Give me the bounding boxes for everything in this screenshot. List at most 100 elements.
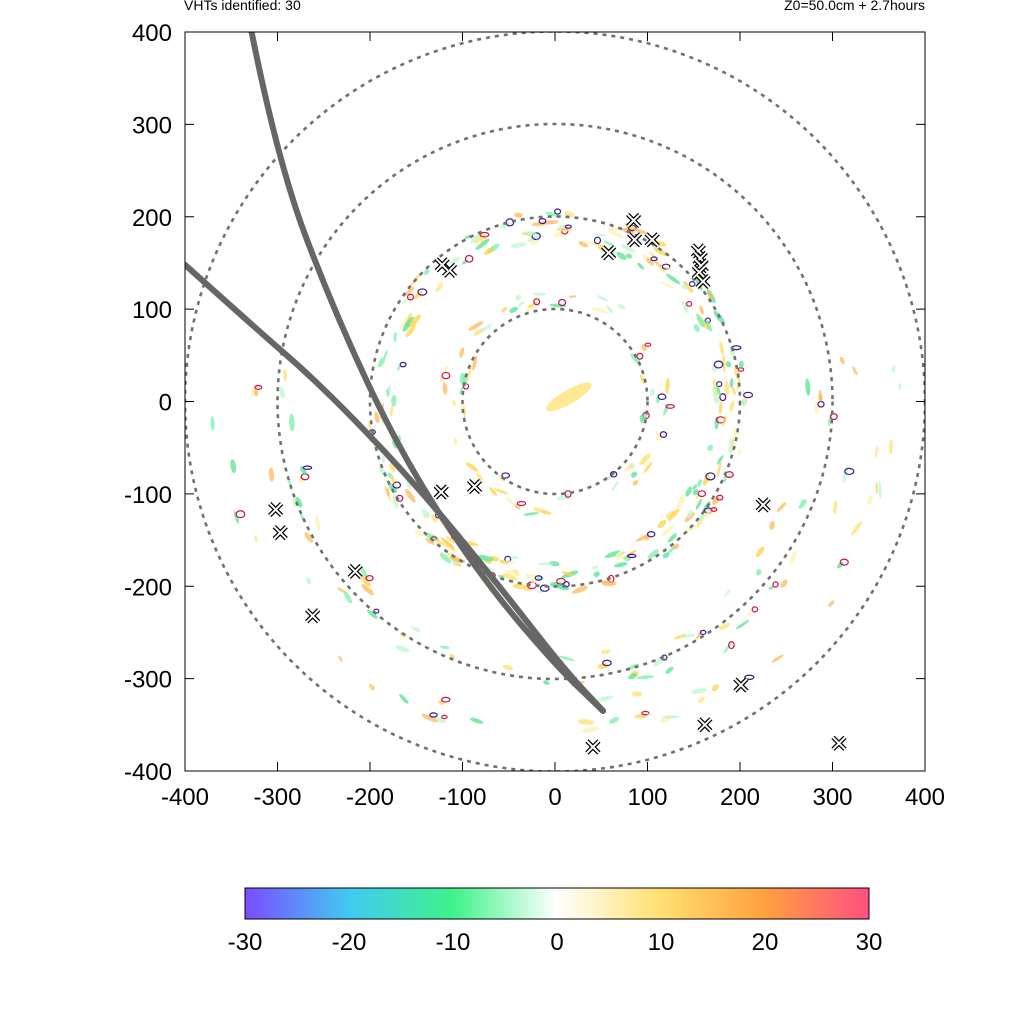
field-blob xyxy=(472,355,478,371)
contour-ring xyxy=(844,467,855,476)
field-blob xyxy=(639,374,645,385)
vht-marker xyxy=(626,232,643,248)
contour-ring xyxy=(829,413,838,421)
field-blob xyxy=(411,626,421,633)
field-blob xyxy=(632,228,649,235)
field-blob xyxy=(476,473,484,481)
field-blob xyxy=(606,305,614,314)
field-blob xyxy=(541,510,552,515)
contour-ring xyxy=(554,208,562,215)
field-blob xyxy=(607,226,619,231)
field-blob xyxy=(501,307,508,313)
field-blob xyxy=(514,212,523,218)
y-tick-label: 300 xyxy=(132,112,172,139)
field-blob xyxy=(851,521,862,536)
field-blob xyxy=(663,403,670,416)
field-blob xyxy=(716,461,722,478)
contour-ring xyxy=(538,217,547,225)
field-blob xyxy=(723,642,732,654)
contour-ring xyxy=(254,384,263,390)
contour-ring xyxy=(744,674,755,680)
field-blob xyxy=(692,484,698,490)
field-blob xyxy=(655,396,661,404)
field-blob xyxy=(685,486,692,497)
vht-marker xyxy=(831,735,847,751)
field-blob xyxy=(719,341,725,356)
contour-ring xyxy=(743,391,754,399)
field-blob xyxy=(875,481,878,494)
field-blob xyxy=(512,583,527,589)
field-blob xyxy=(502,573,518,581)
field-blob xyxy=(366,609,378,619)
field-blob xyxy=(602,581,617,587)
field-blob xyxy=(667,508,680,521)
field-blob xyxy=(434,538,449,547)
field-blob xyxy=(639,453,651,466)
field-blob xyxy=(687,509,693,518)
field-blob xyxy=(716,455,724,465)
field-blob xyxy=(499,222,512,229)
contour-ring xyxy=(737,367,745,372)
field-blob xyxy=(703,473,710,486)
contour-ring xyxy=(441,714,448,720)
contour-ring xyxy=(626,553,637,559)
contour-ring xyxy=(685,301,693,307)
field-blob xyxy=(630,353,642,366)
field-blob xyxy=(725,361,732,368)
range-ring xyxy=(276,122,834,681)
field-blob xyxy=(337,587,347,594)
colorbar-tick-label: -30 xyxy=(228,929,263,956)
contour-ring xyxy=(688,281,696,287)
contour-ring xyxy=(772,581,779,588)
field-blob xyxy=(442,382,448,395)
field-blob xyxy=(657,519,667,529)
field-blob xyxy=(663,715,677,719)
contour-ring xyxy=(713,360,724,369)
field-blob xyxy=(898,382,902,390)
field-blob xyxy=(578,240,589,248)
x-tick-labels: -400 -300 -200 -100 0 100 200 300 400 xyxy=(161,784,945,811)
field-blob xyxy=(295,496,303,508)
field-blob xyxy=(386,487,390,497)
field-blob xyxy=(254,388,259,397)
field-blob xyxy=(711,363,718,372)
field-blob xyxy=(283,368,287,382)
field-blob xyxy=(444,364,449,372)
field-blob xyxy=(724,588,731,597)
vht-marker xyxy=(466,478,483,495)
field-blob xyxy=(523,231,537,236)
field-blob xyxy=(641,344,647,352)
colorbar xyxy=(244,887,870,920)
field-blob xyxy=(543,680,550,685)
field-blob xyxy=(696,313,705,328)
field-blob xyxy=(771,654,784,663)
contour-ring xyxy=(516,500,527,507)
x-tick-label: 300 xyxy=(812,784,852,811)
vht-marker xyxy=(755,497,771,513)
vht-count-label: VHTs identified: 30 xyxy=(184,0,301,13)
field-blob xyxy=(254,535,258,542)
field-blob xyxy=(596,695,614,702)
field-blob xyxy=(431,514,438,523)
contour-ring xyxy=(641,710,650,716)
field-blob xyxy=(769,521,775,530)
field-blob xyxy=(697,479,703,487)
contour-ring xyxy=(479,231,490,238)
field-blob xyxy=(593,571,600,578)
vht-marker xyxy=(305,608,321,624)
field-blob xyxy=(388,483,398,493)
field-blob xyxy=(459,347,465,358)
field-blob xyxy=(306,577,312,585)
field-blob xyxy=(465,462,479,472)
field-blob xyxy=(597,663,609,669)
field-blob xyxy=(467,365,472,382)
contour-ring xyxy=(593,236,602,245)
field-blob xyxy=(548,561,560,567)
field-blob xyxy=(298,475,304,484)
field-blob xyxy=(681,300,689,313)
field-blob xyxy=(493,488,509,495)
field-blob xyxy=(315,515,321,531)
field-blob xyxy=(536,589,545,593)
contour-ring xyxy=(564,224,572,229)
field-blob xyxy=(360,566,368,580)
